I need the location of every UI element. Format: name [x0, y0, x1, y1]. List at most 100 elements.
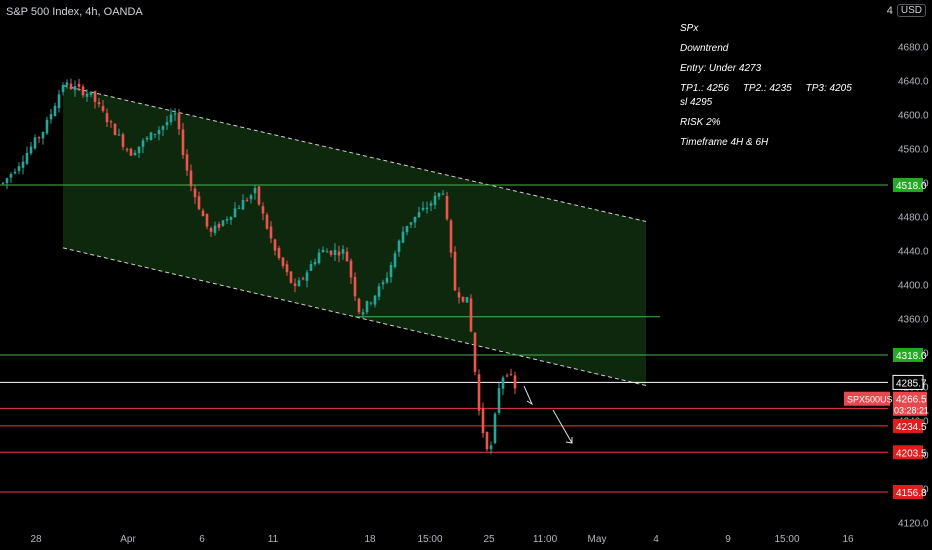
candle-body [153, 133, 157, 135]
candle-body [393, 253, 397, 268]
candle-body [385, 277, 389, 283]
candle-body [57, 94, 61, 109]
x-tick-label: 11:00 [533, 534, 558, 545]
candle-body [405, 225, 409, 233]
candle-body [389, 265, 393, 278]
candle-body [145, 137, 149, 140]
note-line: Entry: Under 4273 [680, 63, 762, 74]
candle-body [505, 375, 509, 377]
level-price-label: 4203.5 [896, 448, 927, 459]
candle-body [173, 113, 177, 115]
trade-notes: SPx Downtrend Entry: Under 4273 TP1.: 42… [680, 22, 852, 156]
candle-body [129, 148, 133, 156]
level-price-tag [893, 445, 923, 460]
candle-body [181, 129, 185, 156]
candle-body [257, 186, 261, 205]
countdown-label: 03:28:21 [894, 406, 929, 416]
candle-body [421, 207, 425, 210]
candle-body [49, 114, 53, 120]
symbol-tag [844, 391, 890, 406]
candle-body [473, 332, 477, 372]
candle-body [117, 134, 121, 136]
candle-body [249, 195, 253, 200]
current-price-tag [893, 391, 927, 416]
level-price-label: 4156.8 [896, 488, 927, 499]
candle-body [201, 210, 205, 217]
y-tick-label: 4120.0 [898, 518, 929, 529]
level-price-tag [893, 484, 923, 499]
candle-body [197, 196, 201, 210]
candle-body [313, 261, 317, 265]
channel-lower-line [62, 247, 647, 387]
x-tick-label: 18 [364, 534, 376, 545]
candle-body [293, 283, 297, 286]
candle-body [253, 187, 257, 194]
candle-body [461, 296, 465, 302]
candle-body [241, 200, 245, 210]
candle-body [353, 277, 357, 297]
note-line: Timeframe 4H & 6H [680, 137, 769, 148]
candle-body [169, 114, 173, 123]
candle-body [345, 251, 349, 262]
level-price-tag [893, 418, 923, 433]
candle-body [409, 222, 413, 225]
projection-arrow [552, 409, 573, 444]
level-price-label: 4518.0 [896, 181, 927, 192]
candle-body [277, 248, 281, 258]
x-tick-label: 15:00 [774, 534, 799, 545]
candle-body [233, 208, 237, 218]
candle-body [417, 212, 421, 218]
chart-title: S&P 500 Index, 4h, OANDA [6, 6, 143, 18]
candle-body [9, 174, 13, 178]
level-price-label: 4318.0 [896, 351, 927, 362]
candle-body [97, 102, 101, 105]
x-tick-label: 25 [483, 534, 495, 545]
candle-body [305, 272, 309, 281]
candle-body [493, 413, 497, 444]
candle-body [177, 113, 181, 130]
x-tick-label: 15:00 [417, 534, 442, 545]
candle-body [53, 105, 57, 116]
candle-body [413, 216, 417, 223]
candle-body [513, 375, 517, 389]
candle-body [205, 213, 209, 227]
currency-badge[interactable]: USD [896, 4, 926, 17]
channel-upper-line [62, 85, 647, 222]
candle-body [105, 113, 109, 123]
projection-arrow-head [565, 437, 573, 444]
candle-body [317, 252, 321, 264]
candle-body [29, 146, 33, 154]
candle-body [349, 260, 353, 278]
candle-body [289, 271, 293, 283]
candle-body [373, 295, 377, 305]
candle-body [469, 298, 473, 332]
note-line: Downtrend [680, 43, 729, 54]
y-tick-label: 4560.0 [898, 144, 929, 155]
candle-body [189, 170, 193, 187]
candle-body [429, 203, 433, 206]
candle-body [273, 239, 277, 251]
candle-body [41, 131, 45, 139]
candle-body [37, 137, 41, 139]
candle-body [1, 182, 5, 184]
x-tick-label: 4 [653, 534, 659, 545]
candle-body [17, 166, 21, 171]
candle-body [5, 178, 9, 184]
candle-body [125, 149, 129, 151]
candle-body [77, 83, 81, 87]
level-price-label: 4234.5 [896, 422, 927, 433]
top-right-value: 4 [886, 4, 893, 17]
candle-body [441, 193, 445, 195]
candle-body [437, 193, 441, 197]
candle-body [101, 106, 105, 111]
candle-body [357, 298, 361, 313]
candle-body [301, 278, 305, 280]
candle-body [21, 161, 25, 168]
candle-body [377, 286, 381, 297]
candle-body [137, 146, 141, 153]
candle-body [161, 126, 165, 130]
candle-body [193, 188, 197, 198]
candle-body [81, 86, 85, 96]
candle-body [477, 374, 481, 411]
